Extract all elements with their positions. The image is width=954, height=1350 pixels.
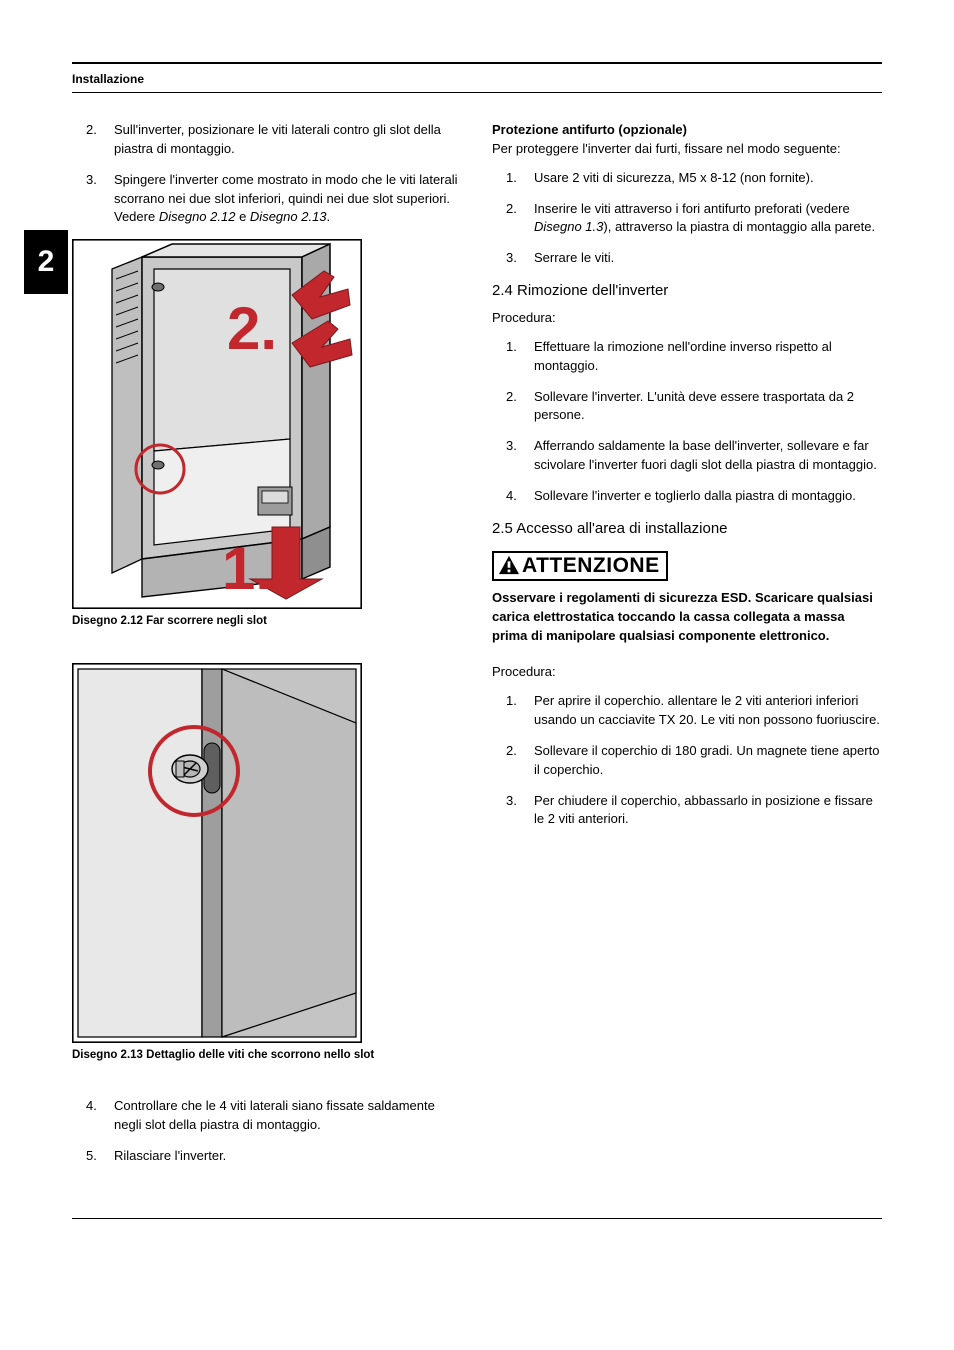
warning-box: ATTENZIONE	[492, 551, 668, 581]
step-text: Sollevare il coperchio di 180 gradi. Un …	[534, 742, 882, 780]
figure-label-2: 2.	[227, 295, 277, 362]
step-number: 1.	[492, 692, 534, 730]
step-number: 2.	[492, 388, 534, 426]
step-number: 2.	[492, 200, 534, 238]
step-number: 4.	[72, 1097, 114, 1135]
step-number: 4.	[492, 487, 534, 506]
inverter-slide-illustration: 2. 1.	[72, 239, 362, 609]
step-text: Per aprire il coperchio. allentare le 2 …	[534, 692, 882, 730]
step-text: Inserire le viti attraverso i fori antif…	[534, 200, 882, 238]
section-2-5-title: 2.5 Accesso all'area di installazione	[492, 520, 882, 537]
list-item: 1.Per aprire il coperchio. allentare le …	[492, 692, 882, 730]
step-text: Controllare che le 4 viti laterali siano…	[114, 1097, 462, 1135]
step-text: Serrare le viti.	[534, 249, 882, 268]
chapter-side-tab: 2	[24, 230, 68, 294]
screw-head	[172, 755, 208, 783]
warning-label: ATTENZIONE	[522, 554, 660, 577]
install-steps-b: 4. Controllare che le 4 viti laterali si…	[72, 1097, 462, 1166]
step-text: Sollevare l'inverter. L'unità deve esser…	[534, 388, 882, 426]
step-text: Rilasciare l'inverter.	[114, 1147, 462, 1166]
figure-2-12: 2. 1.	[72, 239, 362, 609]
step-number: 1.	[492, 169, 534, 188]
removal-steps: 1.Effettuare la rimozione nell'ordine in…	[492, 338, 882, 506]
step-text: Per chiudere il coperchio, abbassarlo in…	[534, 792, 882, 830]
list-item: 3. Serrare le viti.	[492, 249, 882, 268]
bottom-rule	[72, 1218, 882, 1219]
list-item: 3. Spingere l'inverter come mostrato in …	[72, 171, 462, 228]
page: Installazione 2 2. Sull'inverter, posizi…	[0, 0, 954, 1259]
step-text: Effettuare la rimozione nell'ordine inve…	[534, 338, 882, 376]
screw-detail-illustration	[72, 663, 362, 1043]
install-steps-a: 2. Sull'inverter, posizionare le viti la…	[72, 121, 462, 227]
left-column: 2. Sull'inverter, posizionare le viti la…	[72, 121, 462, 1178]
warning-triangle-icon	[498, 555, 520, 575]
step-text: Afferrando saldamente la base dell'inver…	[534, 437, 882, 475]
step-number: 3.	[72, 171, 114, 228]
list-item: 5. Rilasciare l'inverter.	[72, 1147, 462, 1166]
list-item: 2.Sollevare il coperchio di 180 gradi. U…	[492, 742, 882, 780]
list-item: 2. Sull'inverter, posizionare le viti la…	[72, 121, 462, 159]
antitheft-heading: Protezione antifurto (opzionale)	[492, 122, 687, 137]
section-2-4-title: 2.4 Rimozione dell'inverter	[492, 282, 882, 299]
antitheft-block: Protezione antifurto (opzionale) Per pro…	[492, 121, 882, 159]
header-underline	[72, 92, 882, 93]
access-steps: 1.Per aprire il coperchio. allentare le …	[492, 692, 882, 829]
antitheft-steps: 1. Usare 2 viti di sicurezza, M5 x 8-12 …	[492, 169, 882, 268]
figure-label-1: 1.	[222, 535, 272, 602]
step-number: 3.	[492, 792, 534, 830]
list-item: 3.Per chiudere il coperchio, abbassarlo …	[492, 792, 882, 830]
list-item: 4.Sollevare l'inverter e toglierlo dalla…	[492, 487, 882, 506]
two-column-body: 2. Sull'inverter, posizionare le viti la…	[72, 121, 882, 1178]
top-rule	[72, 62, 882, 64]
figure-2-12-caption: Disegno 2.12 Far scorrere negli slot	[72, 615, 462, 627]
step-number: 1.	[492, 338, 534, 376]
step-text: Sollevare l'inverter e toglierlo dalla p…	[534, 487, 882, 506]
step-number: 2.	[72, 121, 114, 159]
step-text: Spingere l'inverter come mostrato in mod…	[114, 171, 462, 228]
figure-2-13	[72, 663, 362, 1043]
step-number: 3.	[492, 437, 534, 475]
list-item: 4. Controllare che le 4 viti laterali si…	[72, 1097, 462, 1135]
header-title: Installazione	[72, 72, 882, 86]
list-item: 1.Effettuare la rimozione nell'ordine in…	[492, 338, 882, 376]
list-item: 2. Inserire le viti attraverso i fori an…	[492, 200, 882, 238]
figure-2-13-caption: Disegno 2.13 Dettaglio delle viti che sc…	[72, 1049, 462, 1061]
step-text: Sull'inverter, posizionare le viti later…	[114, 121, 462, 159]
step-number: 2.	[492, 742, 534, 780]
step-number: 3.	[492, 249, 534, 268]
right-column: Protezione antifurto (opzionale) Per pro…	[492, 121, 882, 1178]
antitheft-intro: Per proteggere l'inverter dai furti, fis…	[492, 141, 841, 156]
procedura-label-2: Procedura:	[492, 663, 882, 682]
list-item: 3.Afferrando saldamente la base dell'inv…	[492, 437, 882, 475]
step-text: Usare 2 viti di sicurezza, M5 x 8-12 (no…	[534, 169, 882, 188]
step-number: 5.	[72, 1147, 114, 1166]
list-item: 2.Sollevare l'inverter. L'unità deve ess…	[492, 388, 882, 426]
procedura-label-1: Procedura:	[492, 309, 882, 328]
warning-text: Osservare i regolamenti di sicurezza ESD…	[492, 589, 882, 646]
list-item: 1. Usare 2 viti di sicurezza, M5 x 8-12 …	[492, 169, 882, 188]
